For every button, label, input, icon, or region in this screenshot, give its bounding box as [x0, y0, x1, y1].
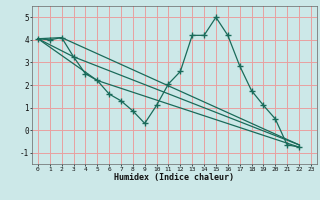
X-axis label: Humidex (Indice chaleur): Humidex (Indice chaleur)	[115, 173, 234, 182]
